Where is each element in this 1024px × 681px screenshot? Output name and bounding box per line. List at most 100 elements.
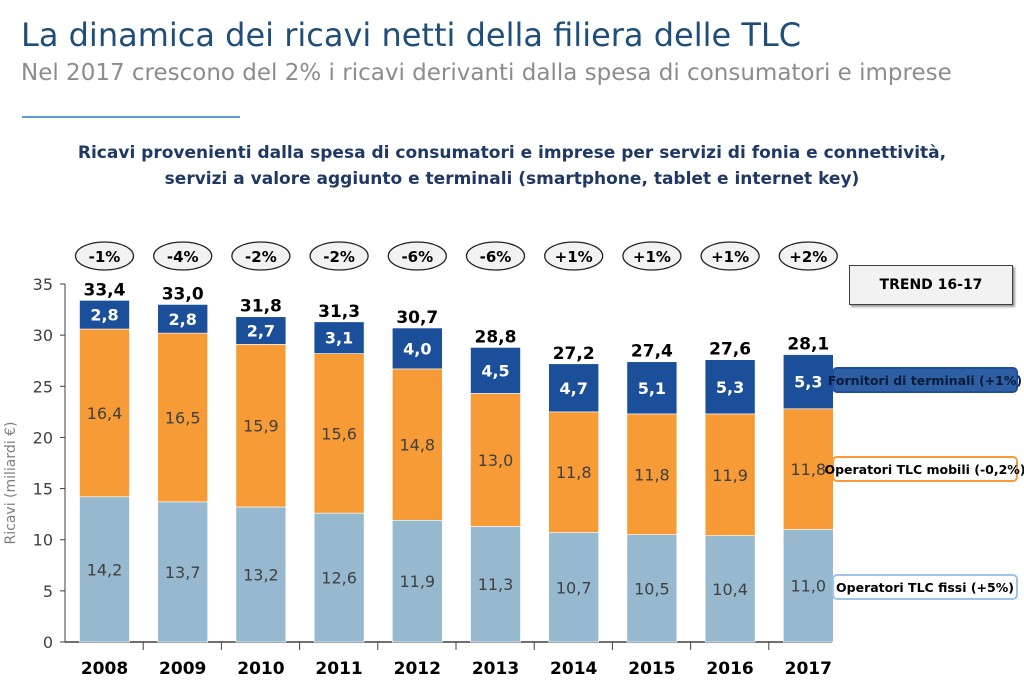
total-label: 30,7	[396, 308, 438, 328]
growth-badge	[622, 241, 682, 271]
total-label: 28,1	[787, 335, 829, 355]
x-tick-label: 2015	[628, 659, 675, 679]
title-divider	[22, 116, 240, 118]
growth-label: +2%	[789, 248, 827, 266]
growth-badge	[544, 241, 604, 271]
bar-segment-mobili	[313, 353, 365, 514]
data-label-fissi: 13,2	[243, 565, 279, 584]
bar-segment-mobili	[782, 408, 834, 530]
data-label-fissi: 13,7	[165, 563, 201, 582]
data-label-mobili: 16,5	[165, 408, 201, 427]
page-subtitle: Nel 2017 crescono del 2% i ricavi deriva…	[21, 60, 952, 86]
bar-segment-mobili	[548, 411, 600, 533]
growth-badge	[700, 241, 760, 271]
growth-badge	[465, 241, 526, 271]
total-label: 28,8	[475, 327, 517, 347]
bar-segment-mobili	[235, 344, 287, 508]
data-label-terminali: 2,7	[247, 322, 275, 341]
bar-segment-fissi	[626, 534, 678, 643]
data-label-terminali: 4,0	[403, 339, 431, 358]
chart-title-line-2: servizi a valore aggiunto e terminali (s…	[164, 169, 860, 189]
legend-terminali: Fornitori di terminali (+1%)	[828, 367, 1022, 393]
growth-label: +1%	[711, 248, 749, 266]
bar-segment-terminali	[782, 354, 834, 410]
growth-label: +1%	[555, 248, 593, 266]
total-label: 27,4	[631, 342, 673, 362]
total-label: 31,8	[240, 297, 282, 317]
y-axis-label: Ricavi (miliardi €)	[3, 422, 19, 545]
x-tick-label: 2010	[237, 659, 284, 679]
x-tick-label: 2009	[159, 659, 206, 679]
bar-segment-fissi	[704, 535, 756, 643]
x-tick-label: 2011	[315, 659, 362, 679]
data-label-mobili: 13,0	[478, 451, 514, 470]
chart-title-line-1: Ricavi provenienti dalla spesa di consum…	[77, 143, 947, 163]
data-label-terminali: 4,7	[560, 379, 588, 398]
data-label-mobili: 11,8	[634, 465, 670, 484]
x-tick-label: 2013	[472, 659, 519, 679]
page-title: La dinamica dei ricavi netti della filie…	[21, 16, 802, 54]
bar-segment-fissi	[470, 526, 521, 643]
bar-segment-fissi	[79, 496, 130, 643]
bar-segment-mobili	[157, 332, 208, 503]
data-label-mobili: 14,8	[399, 436, 435, 455]
data-label-fissi: 10,4	[712, 580, 748, 599]
x-tick-label: 2014	[550, 659, 597, 679]
bar-segment-terminali	[548, 363, 600, 413]
bar-segment-fissi	[548, 532, 600, 643]
growth-badge	[231, 241, 291, 271]
growth-label: -6%	[401, 248, 433, 266]
data-label-terminali: 5,1	[638, 379, 666, 398]
data-label-mobili: 16,4	[87, 404, 123, 423]
total-label: 27,2	[553, 344, 595, 364]
growth-badge	[309, 241, 369, 271]
y-tick-label: 0	[43, 633, 53, 652]
bar-segment-terminali	[235, 316, 287, 345]
total-label: 27,6	[709, 340, 751, 360]
trend-box: TREND 16-17	[849, 265, 1013, 305]
bar-segment-terminali	[704, 359, 756, 415]
y-tick-label: 20	[33, 428, 53, 447]
bar-segment-mobili	[470, 393, 521, 527]
growth-label: -2%	[323, 248, 355, 266]
bar-segment-terminali	[391, 327, 443, 370]
bar-segment-mobili	[391, 368, 443, 521]
bar-segment-mobili	[626, 413, 678, 535]
bar-segment-fissi	[391, 519, 443, 643]
growth-label: -4%	[167, 248, 199, 266]
data-label-mobili: 11,8	[790, 460, 826, 479]
total-label: 33,4	[84, 280, 126, 300]
growth-badge	[387, 241, 447, 271]
legend-mobili: Operatori TLC mobili (-0,2%)	[824, 456, 1024, 482]
x-tick-label: 2012	[394, 659, 441, 679]
data-label-fissi: 10,7	[556, 578, 592, 597]
x-tick-label: 2008	[81, 659, 128, 679]
data-label-terminali: 3,1	[325, 329, 353, 348]
bar-segment-terminali	[157, 304, 208, 334]
data-label-fissi: 10,5	[634, 579, 670, 598]
growth-label: -1%	[89, 248, 121, 266]
data-label-mobili: 11,8	[556, 463, 592, 482]
total-label: 31,3	[318, 302, 360, 322]
data-label-terminali: 2,8	[90, 306, 118, 325]
data-label-terminali: 5,3	[716, 378, 744, 397]
bar-segment-terminali	[79, 300, 130, 330]
growth-label: +1%	[633, 248, 671, 266]
data-label-terminali: 2,8	[169, 310, 197, 329]
bar-segment-fissi	[782, 529, 834, 643]
data-label-fissi: 11,3	[478, 575, 514, 594]
data-label-fissi: 14,2	[87, 560, 123, 579]
total-label: 33,0	[162, 284, 204, 304]
x-tick-label: 2017	[785, 659, 832, 679]
data-label-fissi: 12,6	[321, 569, 357, 588]
growth-badge	[153, 241, 213, 271]
x-tick-label: 2016	[706, 659, 753, 679]
growth-label: -2%	[245, 248, 277, 266]
y-tick-label: 5	[43, 582, 53, 601]
growth-label: -6%	[480, 248, 512, 266]
y-tick-label: 10	[33, 531, 53, 550]
bar-segment-fissi	[235, 506, 287, 643]
data-label-terminali: 4,5	[481, 361, 509, 380]
bar-segment-terminali	[313, 321, 365, 354]
y-tick-label: 25	[33, 377, 53, 396]
